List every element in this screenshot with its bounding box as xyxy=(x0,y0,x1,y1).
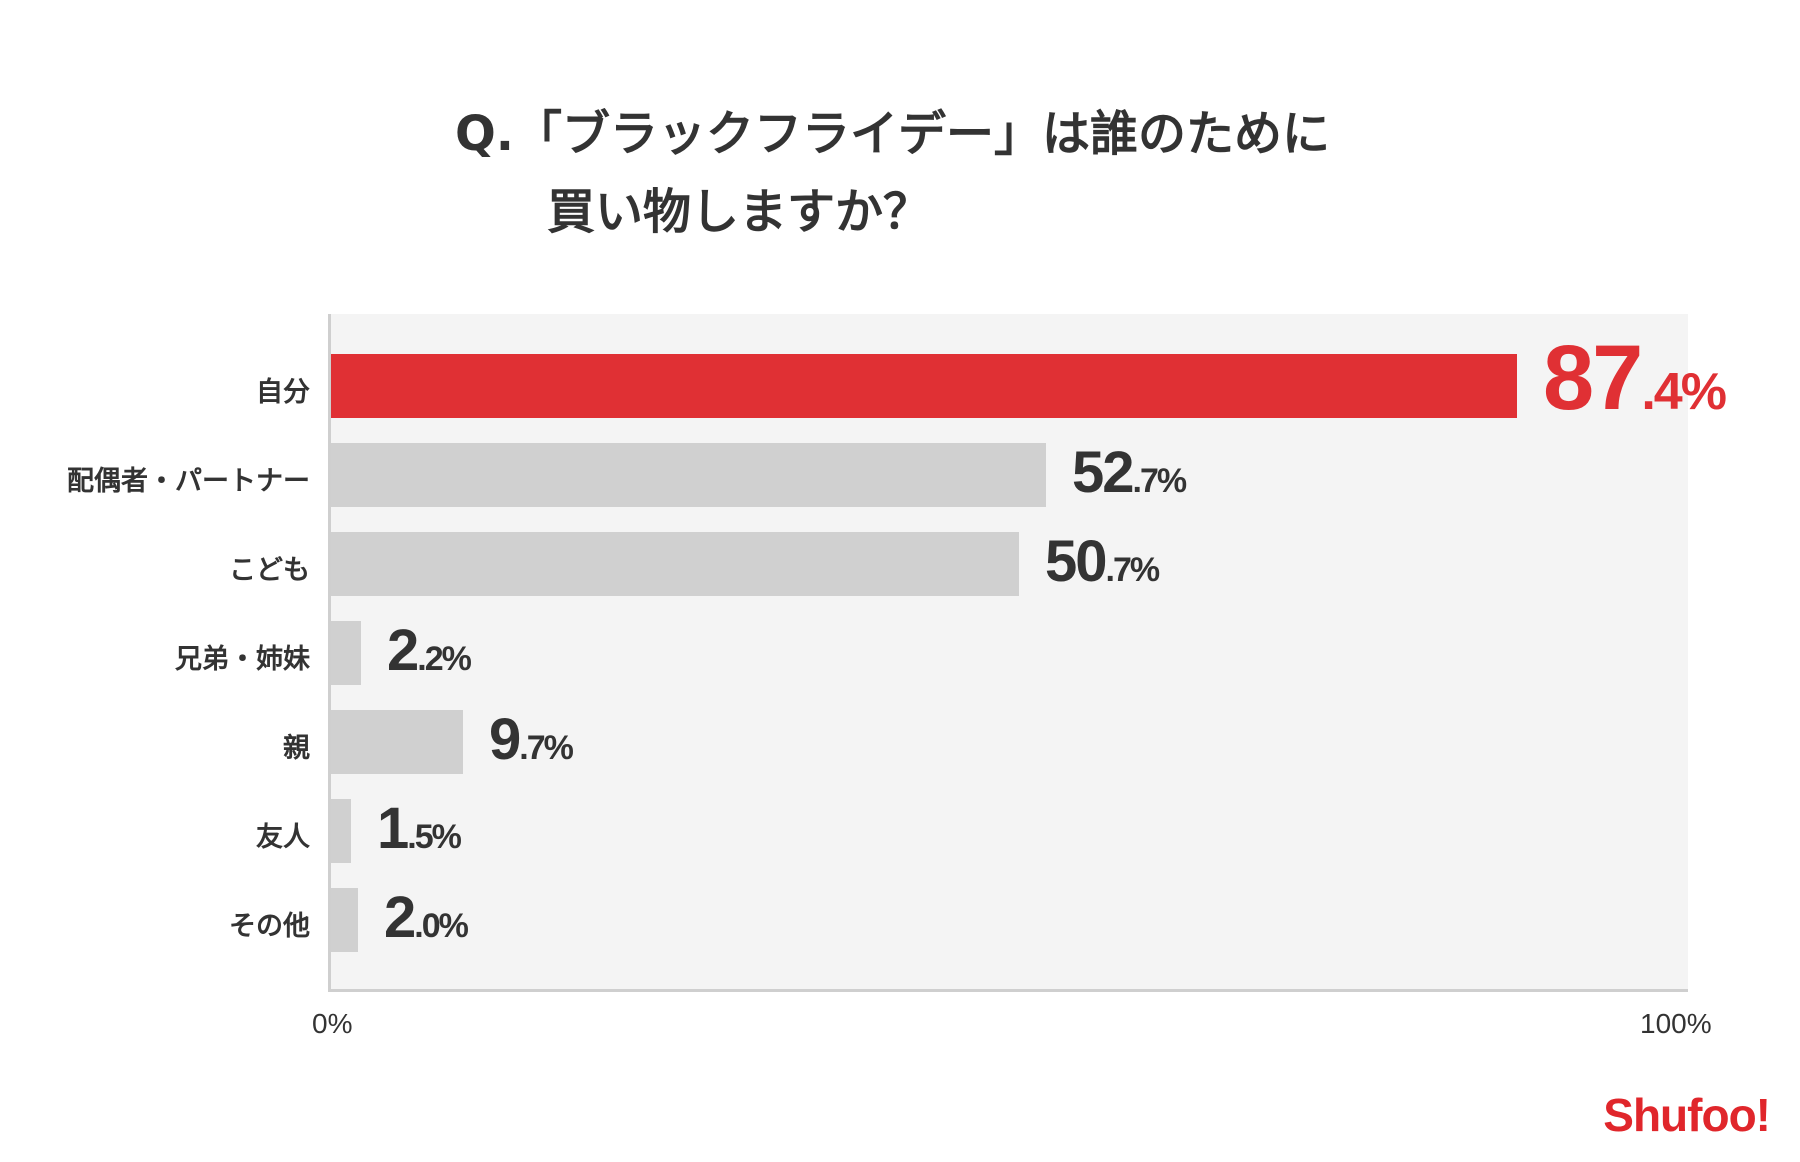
bar-3 xyxy=(331,621,361,685)
x-tick-label-100: 100% xyxy=(1640,1008,1712,1039)
value-decimal-3: .2% xyxy=(417,640,472,678)
value-integer-0: 87 xyxy=(1543,327,1643,429)
category-label-2: こども xyxy=(229,555,310,586)
value-integer-6: 2 xyxy=(384,885,416,950)
value-integer-3: 2 xyxy=(387,618,419,683)
x-tick-label-0: 0% xyxy=(312,1008,353,1039)
category-label-4: 親 xyxy=(283,733,310,764)
chart-title: Q.「ブラックフライデー」は誰のために 買い物しますか？ xyxy=(455,95,1330,251)
bar-5 xyxy=(331,799,351,863)
bar-0 xyxy=(331,354,1517,418)
value-integer-4: 9 xyxy=(489,707,521,772)
value-decimal-5: .5% xyxy=(407,818,462,856)
chart-title-line2: 買い物しますか？ xyxy=(547,184,932,240)
category-label-0: 自分 xyxy=(256,377,310,408)
plot-area xyxy=(331,314,1688,990)
category-label-6: その他 xyxy=(229,911,310,942)
value-integer-5: 1 xyxy=(377,796,409,861)
shufoo-logo: Shufoo! xyxy=(1603,1089,1771,1141)
chart-title-line1: Q.「ブラックフライデー」は誰のために xyxy=(455,106,1331,162)
x-axis-line xyxy=(328,989,1688,992)
value-label-0: 87.4% xyxy=(1543,326,1727,431)
value-integer-2: 50 xyxy=(1045,529,1107,594)
value-decimal-2: .7% xyxy=(1105,551,1161,589)
value-label-4: 9.7% xyxy=(489,706,574,773)
value-integer-1: 52 xyxy=(1072,440,1134,505)
value-label-5: 1.5% xyxy=(377,795,462,862)
value-label-1: 52.7% xyxy=(1072,439,1188,506)
y-axis-line xyxy=(328,314,331,992)
value-decimal-1: .7% xyxy=(1132,462,1188,500)
value-decimal-6: .0% xyxy=(414,907,469,945)
value-label-3: 2.2% xyxy=(387,617,472,684)
bar-1 xyxy=(331,443,1046,507)
value-decimal-0: .4% xyxy=(1641,363,1727,421)
category-label-1: 配偶者・パートナー xyxy=(67,466,310,497)
category-label-5: 友人 xyxy=(256,822,310,853)
value-decimal-4: .7% xyxy=(519,729,574,767)
bar-2 xyxy=(331,532,1019,596)
value-label-2: 50.7% xyxy=(1045,528,1161,595)
value-label-6: 2.0% xyxy=(384,884,469,951)
bar-4 xyxy=(331,710,463,774)
category-label-3: 兄弟・姉妹 xyxy=(175,644,310,675)
bar-6 xyxy=(331,888,358,952)
